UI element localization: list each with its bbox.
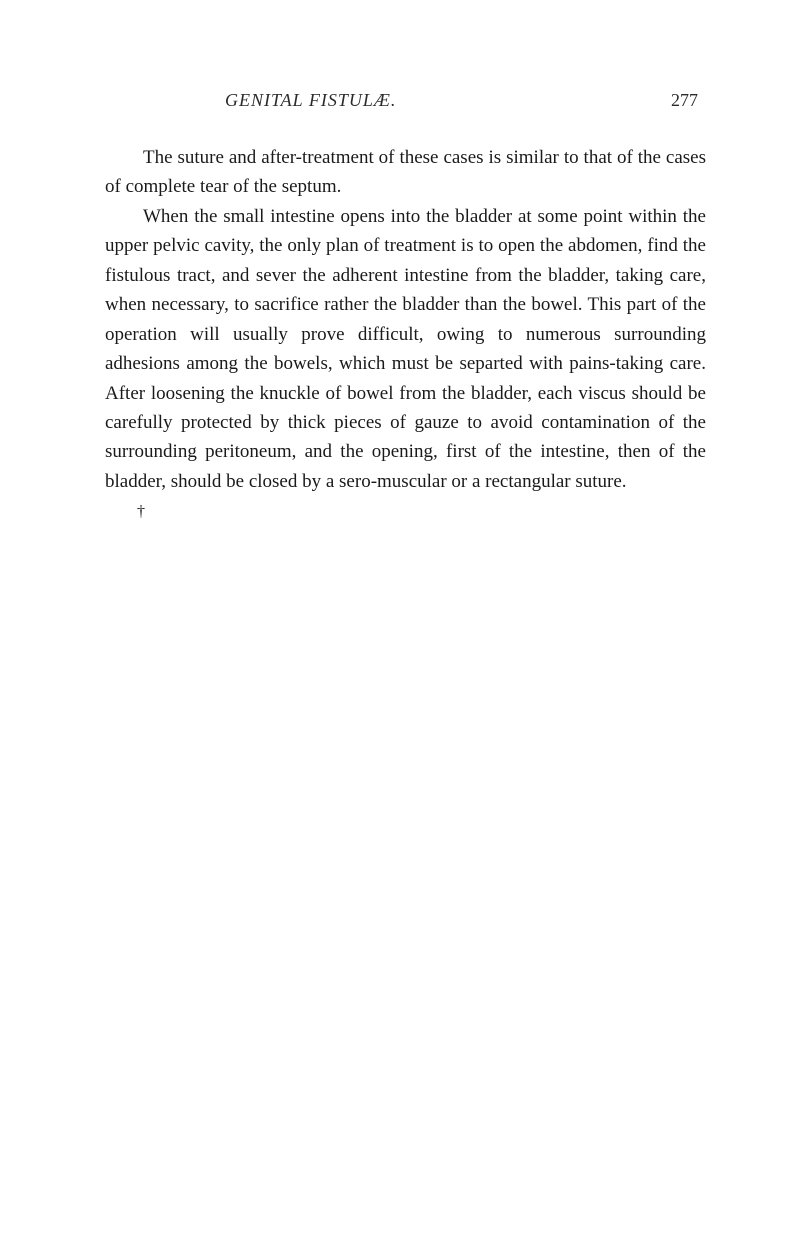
body-content: The suture and after-treatment of these … bbox=[105, 143, 706, 525]
page-header: GENITAL FISTULÆ. 277 bbox=[105, 90, 706, 111]
running-title: GENITAL FISTULÆ. bbox=[225, 90, 396, 111]
paragraph-2: When the small intestine opens into the … bbox=[105, 202, 706, 496]
footnote-marker: † bbox=[105, 500, 706, 525]
document-page: GENITAL FISTULÆ. 277 The suture and afte… bbox=[0, 0, 801, 585]
paragraph-1: The suture and after-treatment of these … bbox=[105, 143, 706, 202]
page-number: 277 bbox=[671, 90, 698, 111]
